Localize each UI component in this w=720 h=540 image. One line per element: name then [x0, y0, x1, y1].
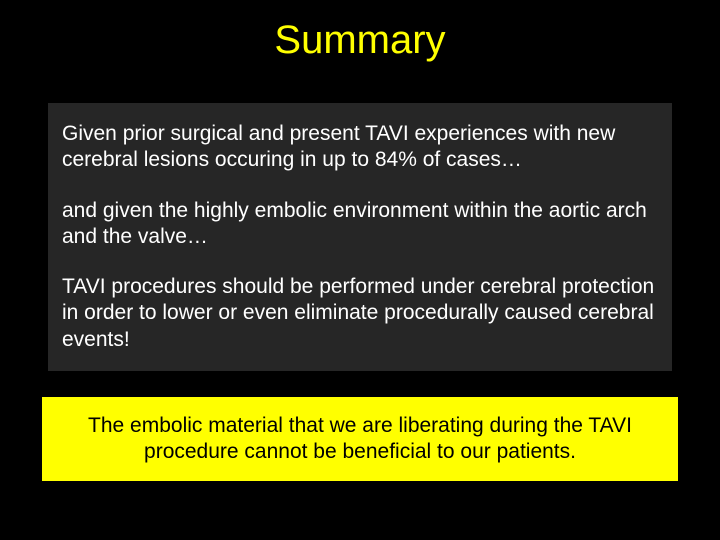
paragraph-2: and given the highly embolic environment… [62, 198, 658, 251]
slide-title: Summary [0, 0, 720, 73]
highlight-box: The embolic material that we are liberat… [42, 397, 678, 482]
paragraph-1: Given prior surgical and present TAVI ex… [62, 121, 658, 174]
content-box: Given prior surgical and present TAVI ex… [48, 103, 672, 371]
highlight-text: The embolic material that we are liberat… [88, 414, 632, 463]
paragraph-3: TAVI procedures should be performed unde… [62, 274, 658, 353]
